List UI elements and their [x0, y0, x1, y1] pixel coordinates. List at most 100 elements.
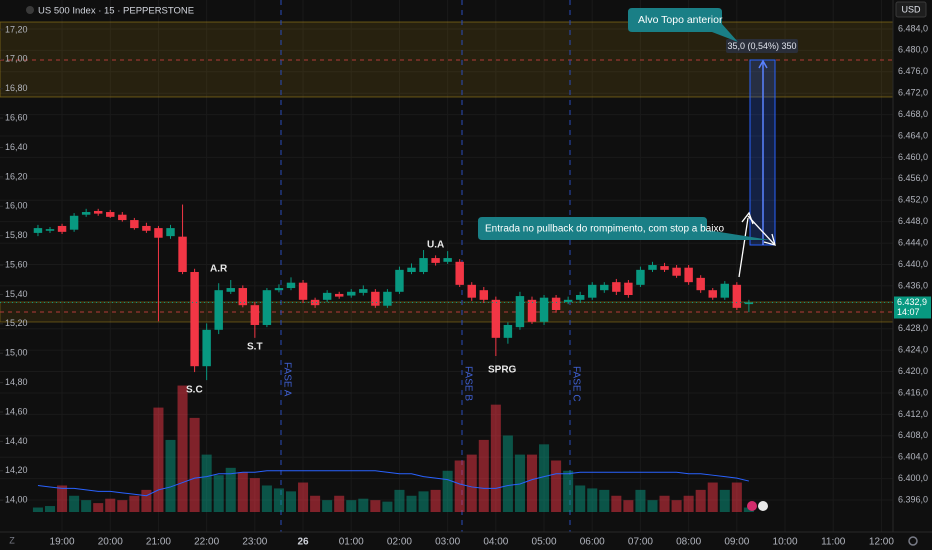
volume-pane	[32, 385, 754, 512]
y-tick-label: 6.412,0	[898, 409, 928, 419]
candle-body	[347, 291, 356, 296]
candle-body	[395, 269, 404, 292]
volume-bar	[731, 482, 742, 512]
volume-bar	[659, 495, 670, 512]
measure-arrowhead	[758, 59, 768, 69]
candle-body	[383, 291, 392, 306]
volume-bar	[285, 491, 297, 512]
candle-body	[57, 225, 67, 232]
event-icon[interactable]	[747, 501, 757, 511]
wyckoff-label: A.R	[210, 264, 228, 275]
currency[interactable]: USD	[901, 4, 921, 14]
candle-body	[190, 271, 199, 367]
volume-bar	[418, 491, 429, 512]
volume-bar	[551, 460, 562, 512]
y-tick-label: 6.400,0	[898, 473, 928, 483]
volume-bar	[406, 495, 417, 512]
y2-tick-label: 17,00	[5, 54, 28, 64]
volume-bar	[430, 489, 441, 512]
y2-tick-label: 15,60	[5, 259, 28, 269]
volume-bar	[394, 489, 405, 512]
chart-title[interactable]: US 500 Index · 15 · PEPPERSTONE	[38, 6, 194, 17]
candle-body	[407, 267, 416, 272]
candle-body	[310, 299, 320, 306]
y2-tick-label: 14,40	[5, 436, 28, 446]
volume-bar	[153, 407, 164, 512]
volume-bar	[334, 495, 345, 512]
candle-body	[142, 225, 151, 231]
candle-body	[491, 299, 501, 338]
y-tick-label: 6.468,0	[898, 109, 928, 119]
y2-tick-label: 14,00	[5, 495, 28, 505]
settings-icon[interactable]	[908, 536, 918, 546]
volume-bar	[635, 489, 646, 512]
y2-tick-label: 14,60	[5, 406, 28, 416]
candle-body	[286, 282, 296, 289]
y-tick-label: 6.460,0	[898, 152, 928, 162]
y-tick-label: 6.408,0	[898, 430, 928, 440]
volume-bar	[382, 501, 393, 512]
volume-bar	[225, 467, 236, 512]
x-tick-label: 23:00	[242, 537, 267, 548]
measure-label: 35,0 (0,54%) 350	[727, 41, 796, 51]
volume-bar	[466, 454, 477, 512]
volume-bar	[69, 495, 80, 512]
x-tick-label: 09:00	[724, 537, 749, 548]
volume-bar	[105, 498, 116, 512]
volume-bar	[129, 495, 140, 512]
x-tick-label: 10:00	[773, 537, 798, 548]
currency-box[interactable]	[895, 1, 927, 18]
volume-bar	[611, 495, 622, 512]
volume-bar	[273, 488, 284, 512]
callout-text: Entrada no pullback do rompimento, com s…	[485, 224, 724, 235]
candle-body	[575, 295, 585, 300]
candle-body	[612, 282, 621, 292]
y2-tick-label: 16,80	[5, 83, 28, 93]
candle-body	[455, 261, 464, 285]
wyckoff-label: SPRG	[488, 365, 517, 376]
candle-body	[684, 267, 693, 283]
volume-bar	[490, 404, 501, 512]
y2-tick-label: 15,80	[5, 230, 28, 240]
volume-bar	[213, 475, 224, 512]
candle-body	[479, 290, 489, 300]
callout-text: Alvo Topo anterior	[638, 14, 723, 26]
y2-tick-label: 16,00	[5, 201, 28, 211]
measure-label-bg	[726, 39, 798, 53]
x-tick-label: 12:00	[869, 537, 894, 548]
y2-tick-label: 16,60	[5, 112, 28, 122]
volume-bar	[44, 506, 56, 512]
candle-body	[226, 288, 235, 292]
candle-body	[744, 302, 754, 305]
phase-label: FASE B	[462, 366, 473, 401]
candle-body	[732, 284, 742, 308]
volume-bar	[358, 498, 369, 512]
callout-box	[478, 217, 770, 240]
volume-bar	[346, 500, 357, 512]
candle-body	[69, 215, 79, 230]
volume-bar	[599, 489, 610, 512]
y2-tick-label: 15,00	[5, 348, 28, 358]
volume-bar	[707, 482, 718, 512]
volume-bar	[189, 417, 200, 512]
event-icon[interactable]	[758, 501, 768, 511]
volume-bar	[442, 470, 453, 512]
y-tick-label: 6.428,0	[898, 323, 928, 333]
y2-tick-label: 16,40	[5, 142, 28, 152]
volume-bar	[575, 485, 586, 512]
zoom-icon[interactable]: Z	[9, 535, 15, 545]
y-tick-label: 6.396,0	[898, 494, 928, 504]
volume-bar	[261, 485, 272, 512]
candle-body	[720, 283, 730, 298]
volume-bar	[478, 439, 489, 512]
volume-bar	[322, 500, 333, 512]
candle-body	[298, 282, 308, 300]
y-tick-label: 6.464,0	[898, 130, 928, 140]
x-tick-label: 20:00	[98, 537, 123, 548]
x-tick-label: 21:00	[146, 537, 171, 548]
x-tick-label: 06:00	[580, 537, 605, 548]
candle-body	[563, 299, 573, 302]
volume-bar	[539, 444, 550, 512]
phase-label: FASE A	[281, 362, 292, 397]
y-tick-label: 6.472,0	[898, 88, 928, 98]
